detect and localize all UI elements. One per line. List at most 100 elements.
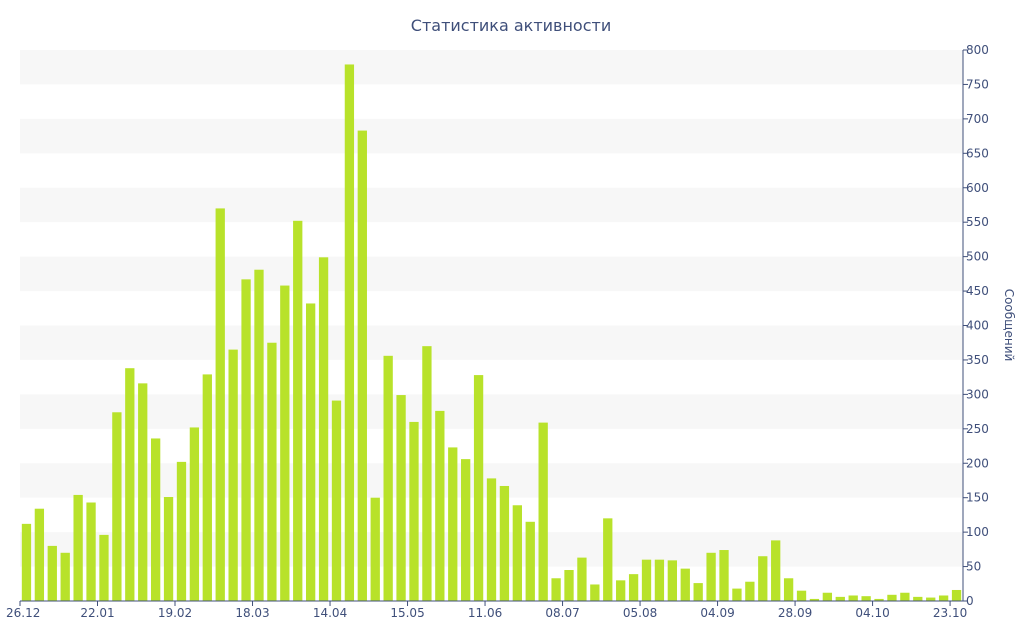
bar [603, 518, 613, 601]
bar [267, 342, 277, 601]
bar [590, 584, 600, 601]
grid-band [20, 187, 963, 223]
chart-title: Статистика активности [411, 16, 611, 35]
y-tick-label: 450 [966, 284, 989, 298]
bar [641, 559, 652, 601]
grid-band [20, 394, 963, 429]
bar [758, 556, 768, 601]
bar [835, 596, 845, 601]
x-tick-label: 23.10 [933, 606, 967, 620]
bar [331, 400, 342, 601]
bar [125, 368, 135, 601]
bars [21, 64, 962, 601]
bar [241, 279, 251, 601]
x-tick-label: 04.09 [700, 606, 734, 620]
bar [112, 412, 122, 601]
bar [47, 545, 57, 601]
bar [499, 485, 510, 601]
x-tick-label: 26.12 [6, 606, 40, 620]
bar [680, 568, 690, 601]
bar [306, 303, 316, 601]
bar [99, 534, 109, 601]
bar [693, 583, 703, 601]
bar [396, 395, 406, 601]
bar [525, 521, 535, 601]
bar [771, 540, 781, 601]
y-axis-label: Сообщений [1002, 289, 1016, 362]
bar [745, 581, 755, 601]
bar [887, 594, 897, 601]
y-tick-label: 200 [966, 456, 989, 470]
bar [706, 552, 716, 601]
y-tick-label: 700 [966, 112, 989, 126]
x-tick-label: 22.01 [80, 606, 114, 620]
bar [280, 285, 290, 601]
x-tick-label: 15.05 [390, 606, 424, 620]
y-tick-label: 800 [966, 43, 989, 57]
x-tick-label: 28.09 [778, 606, 812, 620]
grid-band [20, 325, 963, 360]
x-tick-label: 04.10 [855, 606, 889, 620]
grid-bands [20, 50, 963, 567]
y-tick-label: 500 [966, 250, 989, 264]
y-axis: 0 50 100 150 200 250 300 350 400 450 500 550 600 650 7… [962, 43, 989, 608]
grid-band [20, 50, 963, 85]
bar [176, 461, 187, 601]
bar [409, 421, 419, 601]
bar [357, 130, 367, 601]
x-tick-label: 14.04 [313, 606, 347, 620]
bar [473, 375, 484, 601]
bar [783, 578, 794, 601]
bar [318, 257, 329, 601]
bar [73, 494, 83, 601]
y-tick-label: 550 [966, 215, 989, 229]
bar [616, 580, 626, 601]
bar [461, 459, 471, 601]
x-tick-label: 05.08 [623, 606, 657, 620]
x-tick-label: 19.02 [158, 606, 192, 620]
bar [654, 559, 665, 601]
bar [293, 220, 303, 601]
bar [796, 590, 807, 601]
bar [21, 523, 32, 601]
bar [512, 505, 522, 601]
grid-band [20, 256, 963, 292]
bar [435, 410, 445, 601]
bar [913, 596, 923, 601]
y-tick-label: 400 [966, 319, 989, 333]
bar [202, 374, 212, 601]
y-tick-label: 100 [966, 525, 989, 539]
bar [951, 589, 962, 601]
bar [577, 557, 587, 601]
y-tick-label: 750 [966, 77, 989, 91]
y-tick-label: 250 [966, 422, 989, 436]
x-tick-label: 18.03 [235, 606, 269, 620]
y-tick-label: 300 [966, 387, 989, 401]
bar [861, 596, 871, 601]
bar [448, 447, 458, 601]
bar [138, 383, 148, 601]
x-axis: 26.12 22.01 19.02 18.03 14.04 15.05 11.06 08.07… [6, 600, 967, 620]
bar [564, 570, 574, 601]
bar [189, 427, 200, 601]
bar [822, 592, 833, 601]
bar [719, 550, 729, 601]
bar [538, 422, 548, 601]
y-tick-label: 150 [966, 491, 989, 505]
bar [34, 508, 45, 601]
bar [551, 578, 561, 601]
bar [60, 552, 70, 601]
y-tick-label: 650 [966, 146, 989, 160]
bar [900, 592, 910, 601]
bar [938, 595, 949, 601]
bar [86, 502, 96, 601]
bar [628, 574, 639, 601]
bar [370, 497, 380, 601]
bar [732, 588, 742, 601]
bar [228, 349, 238, 601]
bar [486, 478, 497, 601]
bar [667, 560, 677, 601]
y-tick-label: 50 [966, 560, 981, 574]
grid-band [20, 118, 963, 154]
